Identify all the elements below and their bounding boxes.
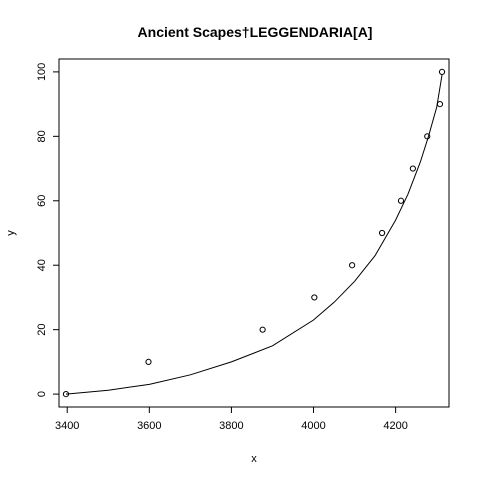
y-tick-label: 0 [36, 391, 48, 397]
x-tick-label: 4200 [383, 420, 407, 432]
x-tick-label: 3400 [55, 420, 79, 432]
y-tick-label: 80 [36, 130, 48, 142]
data-point [62, 391, 70, 398]
data-point [436, 101, 444, 108]
chart-title: Ancient Scapes†LEGGENDARIA[A] [138, 24, 373, 40]
y-tick-label: 40 [36, 259, 48, 271]
y-tick-label: 60 [36, 195, 48, 207]
fit-curve [65, 75, 443, 395]
data-point [378, 229, 386, 237]
data-point [145, 358, 152, 365]
y-axis-label: y [5, 230, 17, 236]
data-point [259, 326, 266, 333]
data-point [311, 294, 318, 301]
x-tick-label: 3600 [137, 420, 161, 432]
x-tick-label: 3800 [219, 420, 243, 432]
data-point [424, 133, 431, 140]
y-tick-label: 100 [36, 63, 48, 81]
x-tick-label: 4000 [301, 420, 325, 432]
data-point [397, 197, 405, 204]
data-point [349, 262, 356, 269]
data-points [62, 68, 446, 398]
x-axis: 3400 3600 3800 4000 4200 [55, 406, 408, 432]
data-point [438, 68, 446, 75]
plot-frame [58, 58, 450, 408]
data-point [409, 165, 416, 172]
x-axis-label: x [251, 453, 257, 465]
y-tick-label: 20 [36, 324, 48, 336]
y-axis: 0 20 40 60 80 100 [36, 63, 60, 397]
